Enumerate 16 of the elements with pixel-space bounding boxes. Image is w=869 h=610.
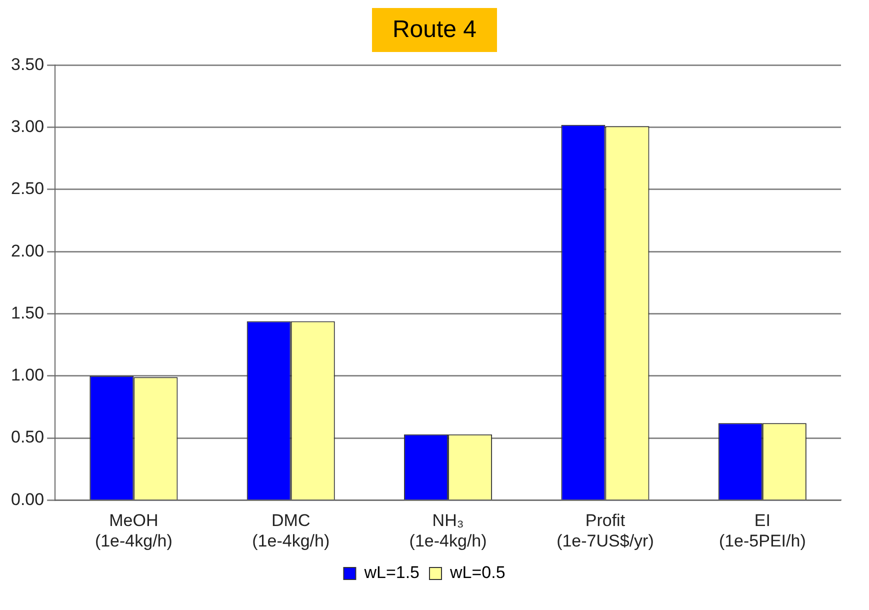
- legend-label: wL=0.5: [449, 563, 506, 582]
- y-tick-label: 1.50: [10, 303, 44, 322]
- legend-label: wL=1.5: [363, 563, 420, 582]
- y-tick-label: 3.00: [10, 117, 44, 136]
- x-tick-label: DMC (1e-4kg/h): [252, 511, 330, 550]
- chart-title: Route 4: [372, 8, 497, 52]
- y-tick-label: 0.50: [10, 428, 44, 447]
- y-tick-label: 2.00: [10, 241, 44, 260]
- x-tick-label: MeOH (1e-4kg/h): [94, 511, 172, 550]
- y-tick-label: 1.00: [10, 366, 44, 385]
- x-tick-label: EI (1e-5PEI/h): [718, 511, 806, 550]
- y-tick-label: 3.50: [10, 54, 44, 74]
- x-tick-label: NH₃ (1e-4kg/h): [409, 511, 487, 550]
- y-tick-label: 0.00: [10, 490, 44, 509]
- y-tick-label: 2.50: [10, 179, 44, 198]
- x-tick-label: Profit (1e-7US$/yr): [556, 511, 654, 550]
